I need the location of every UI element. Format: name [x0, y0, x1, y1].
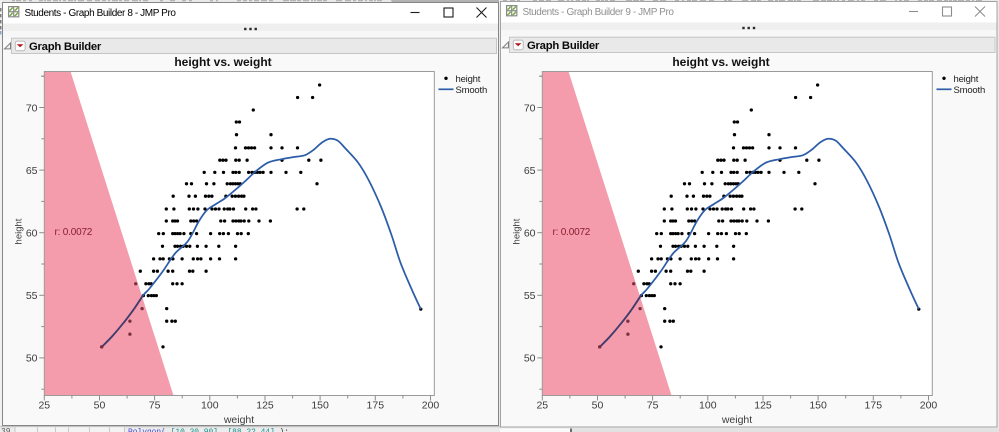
svg-text:Graph Builder: Graph Builder — [527, 40, 600, 52]
svg-text:Polygon( [10 30 90], [88 22 44: Polygon( [10 30 90], [88 22 44] ); — [128, 428, 289, 432]
svg-text:Students - Graph Builder 9 - J: Students - Graph Builder 9 - JMP Pro — [523, 7, 675, 18]
svg-text:Graph Builder: Graph Builder — [29, 41, 102, 53]
svg-text:Students - Graph Builder 8 - J: Students - Graph Builder 8 - JMP Pro — [25, 8, 177, 19]
svg-text:39: 39 — [1, 428, 11, 432]
